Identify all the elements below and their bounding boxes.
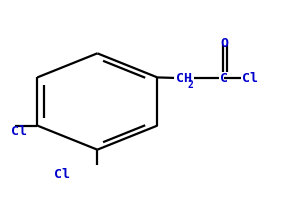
Text: CH: CH — [176, 72, 191, 85]
Text: C: C — [220, 72, 228, 85]
Text: Cl: Cl — [54, 167, 70, 180]
Text: O: O — [221, 36, 229, 49]
Text: 2: 2 — [187, 79, 193, 89]
Text: Cl: Cl — [242, 72, 258, 85]
Text: Cl: Cl — [11, 124, 27, 137]
